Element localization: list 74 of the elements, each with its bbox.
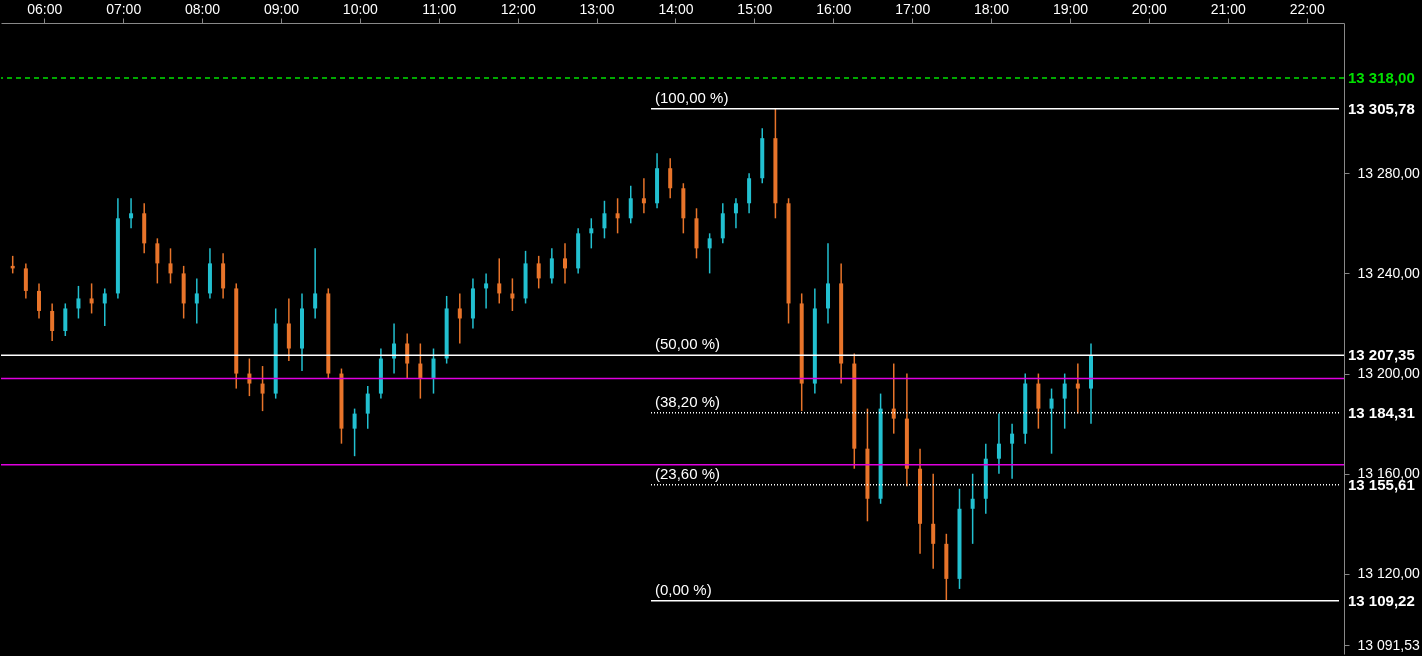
candlestick (50, 302, 55, 342)
candlestick (549, 247, 554, 285)
candlestick (602, 200, 607, 240)
y-tick-label: 13 280,00 (1357, 164, 1420, 181)
candlestick (194, 277, 199, 325)
candlestick (589, 217, 594, 250)
x-tick-label: 06:00 (27, 0, 63, 17)
candlestick (668, 157, 673, 200)
candlestick (89, 282, 94, 315)
candlestick (405, 332, 410, 380)
y-tick-label: 13 200,00 (1357, 365, 1420, 382)
candlestick (615, 197, 620, 235)
annotation: (0,00 %) (655, 580, 712, 598)
y-tick-label: 13 240,00 (1357, 264, 1420, 281)
candlestick (168, 247, 173, 285)
candlestick (497, 257, 502, 305)
candlestick (536, 255, 541, 290)
candlestick (260, 365, 265, 412)
candlestick (1010, 422, 1015, 480)
candlestick (891, 362, 896, 435)
x-tick-label: 10:00 (342, 0, 379, 17)
x-tick-label: 18:00 (974, 0, 1010, 17)
candlestick (418, 342, 423, 400)
x-tick-label: 11:00 (422, 0, 457, 17)
candlestick (484, 272, 489, 310)
candlestick (563, 242, 567, 285)
ref-line-label: 13 305,78 (1348, 99, 1415, 117)
candlestick (155, 237, 160, 285)
candlestick (1062, 372, 1067, 430)
ref-line-label: 13 207,35 (1348, 346, 1415, 364)
candlestick (457, 292, 462, 345)
x-tick-label: 21:00 (1210, 0, 1246, 17)
x-tick-label: 19:00 (1052, 0, 1089, 17)
x-tick-label: 09:00 (263, 0, 300, 17)
y-tick-label: 13 091,53 (1357, 636, 1420, 653)
candlestick (352, 407, 357, 457)
candlestick (733, 197, 738, 230)
ref-line-label: 13 184,31 (1348, 403, 1415, 421)
candlestick (996, 412, 1001, 475)
candlestick (707, 232, 712, 275)
candlestick (431, 347, 436, 395)
x-tick-label: 08:00 (185, 0, 221, 17)
x-tick-label: 14:00 (658, 0, 694, 17)
x-tick-label: 17:00 (895, 0, 931, 17)
annotation: (23,60 %) (655, 464, 721, 482)
candlestick (931, 472, 936, 570)
x-tick-label: 07:00 (106, 0, 142, 17)
candlestick (102, 287, 107, 327)
candlestick (1075, 362, 1080, 415)
candlestick (63, 302, 68, 337)
x-tick-label: 12:00 (500, 0, 536, 17)
candlestick (76, 285, 81, 320)
annotation: (100,00 %) (655, 88, 729, 106)
x-tick-label: 22:00 (1289, 0, 1325, 17)
annotation: (50,00 %) (655, 334, 721, 352)
candlestick (510, 277, 515, 312)
candlestick (970, 472, 975, 545)
ref-line-label: 13 318,00 (1348, 69, 1415, 87)
candlestick (641, 177, 646, 215)
x-tick-label: 13:00 (579, 0, 615, 17)
candlestick (247, 357, 252, 397)
x-tick-label: 16:00 (816, 0, 852, 17)
candlestick (37, 282, 41, 320)
candlestick (313, 247, 318, 320)
y-tick-label: 13 120,00 (1357, 565, 1420, 582)
annotation: (38,20 %) (655, 392, 721, 410)
candlestick (129, 197, 134, 230)
ref-line-label: 13 109,22 (1348, 591, 1415, 609)
x-tick-label: 15:00 (737, 0, 773, 17)
candlestick (1049, 387, 1054, 455)
candlestick (628, 185, 633, 225)
candlestick (23, 262, 28, 300)
candlestick (365, 385, 370, 430)
x-tick-label: 20:00 (1131, 0, 1168, 17)
